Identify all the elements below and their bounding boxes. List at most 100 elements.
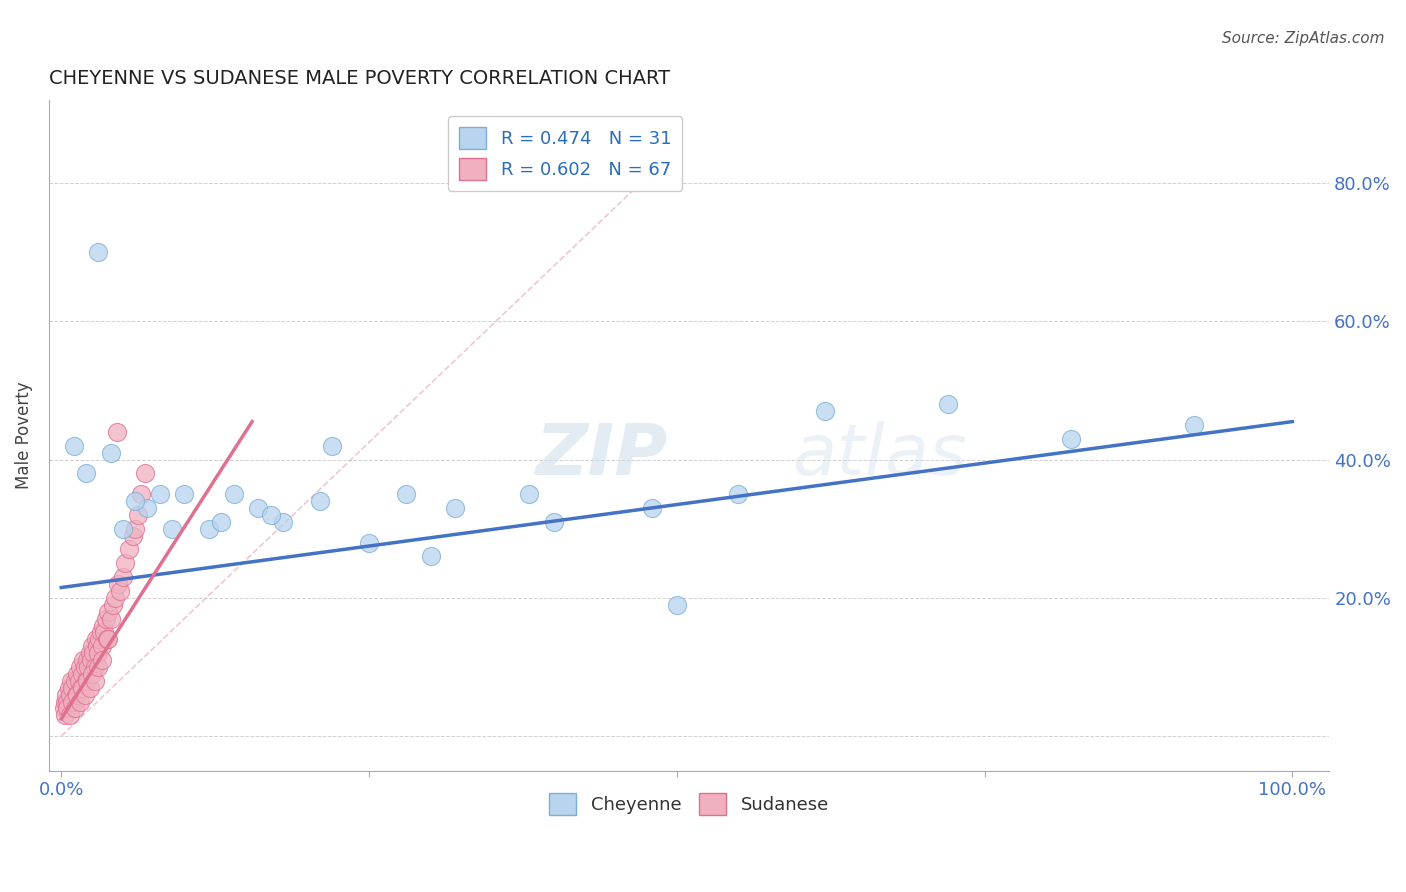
Point [76,653,98,667]
Point [86,640,108,654]
Point [134,467,156,481]
Point [53,695,76,709]
Point [94,612,117,626]
Point [75,467,97,481]
Point [97,632,120,647]
Point [84,632,107,647]
Point [90,625,112,640]
Point [222,487,245,501]
Point [111,570,134,584]
Point [419,549,441,564]
Point [124,522,146,536]
Point [91,618,114,632]
Point [80,640,103,654]
Point [60,695,83,709]
Point [160,522,183,536]
Point [100,446,122,460]
Point [87,646,110,660]
Point [198,522,221,536]
Point [70,681,93,695]
Legend: Cheyenne, Sudanese: Cheyenne, Sudanese [541,786,837,822]
Point [66,667,89,681]
Point [69,695,91,709]
Point [62,695,84,709]
Point [124,494,146,508]
Point [90,653,112,667]
Point [83,660,105,674]
Point [308,494,330,508]
Point [118,542,141,557]
Point [66,688,89,702]
Point [96,632,118,647]
Point [89,632,111,647]
Point [259,508,281,522]
Point [79,646,101,660]
Point [67,673,90,688]
Point [543,515,565,529]
Point [136,501,159,516]
Point [100,612,122,626]
Text: atlas: atlas [792,421,966,490]
Point [63,673,86,688]
Point [111,522,134,536]
Point [209,515,232,529]
Point [247,501,270,516]
Point [271,515,294,529]
Point [321,439,343,453]
Point [87,245,110,260]
Point [69,660,91,674]
Point [82,646,104,660]
Point [1060,432,1083,446]
Point [395,487,418,501]
Text: CHEYENNE VS SUDANESE MALE POVERTY CORRELATION CHART: CHEYENNE VS SUDANESE MALE POVERTY CORREL… [49,69,671,87]
Point [70,667,93,681]
Point [55,688,77,702]
Point [173,487,195,501]
Text: Source: ZipAtlas.com: Source: ZipAtlas.com [1222,31,1385,46]
Point [65,688,87,702]
Point [517,487,540,501]
Point [76,673,98,688]
Point [97,605,120,619]
Point [60,681,83,695]
Point [73,660,96,674]
Point [936,397,959,411]
Point [80,653,103,667]
Point [70,681,93,695]
Point [73,688,96,702]
Point [80,667,103,681]
Point [149,487,172,501]
Point [101,598,124,612]
Point [665,598,688,612]
Point [60,673,83,688]
Point [56,695,79,709]
Point [114,557,136,571]
Point [727,487,749,501]
Point [58,681,80,695]
Point [62,439,84,453]
Point [127,508,149,522]
Point [813,404,835,418]
Point [641,501,664,516]
Point [79,681,101,695]
Point [87,660,110,674]
Point [105,425,128,439]
Y-axis label: Male Poverty: Male Poverty [15,382,32,489]
Point [53,708,76,723]
Text: ZIP: ZIP [536,421,668,490]
Point [59,688,82,702]
Point [107,577,129,591]
Point [90,640,112,654]
Point [75,673,97,688]
Point [129,487,152,501]
Point [110,584,132,599]
Point [83,673,105,688]
Point [357,535,380,549]
Point [444,501,467,516]
Point [77,660,100,674]
Point [59,708,82,723]
Point [52,701,75,715]
Point [93,625,115,640]
Point [56,701,79,715]
Point [63,701,86,715]
